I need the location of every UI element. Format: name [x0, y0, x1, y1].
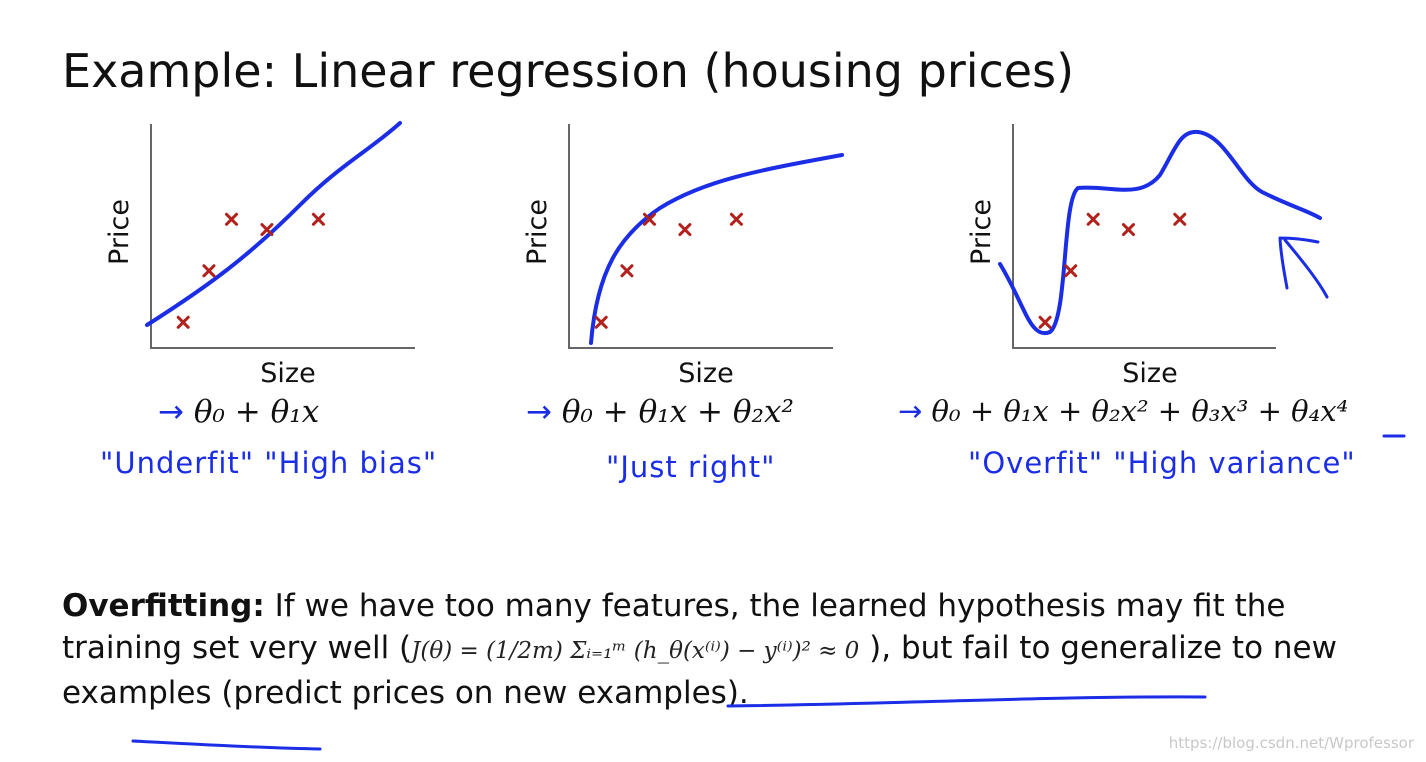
arrow-icon: → [158, 394, 184, 430]
data-point [1038, 315, 1052, 329]
plot1-xlabel: Size [260, 358, 315, 389]
plot1-fit-line [145, 121, 402, 327]
data-point [1173, 212, 1187, 226]
arrow-icon: → [898, 394, 923, 428]
data-point [224, 212, 238, 226]
plots-area: Price Size Price Size Price Size [104, 121, 1406, 438]
data-point [729, 212, 743, 226]
overfitting-label: Overfitting: [62, 588, 265, 624]
plot1-ylabel: Price [104, 199, 135, 265]
watermark: https://blog.csdn.net/Wprofessor [1168, 734, 1414, 752]
hypothesis-3: → θ₀ + θ₁x + θ₂x² + θ₃x³ + θ₄x⁴ [898, 394, 1348, 428]
plot3-axes [1012, 124, 1276, 349]
plot3-xlabel: Size [1122, 358, 1177, 389]
plot2-ylabel: Price [522, 199, 553, 265]
plot2-points [594, 212, 743, 329]
data-point [1086, 212, 1100, 226]
annotation-overfit: "Overfit" "High variance" [968, 446, 1356, 480]
plot-underfit: Price Size [104, 121, 415, 389]
data-point [620, 264, 634, 278]
cost-formula: J(θ) = (1/2m) Σᵢ₌₁ᵐ (h_θ(x⁽ⁱ⁾) − y⁽ⁱ⁾)² … [411, 638, 860, 664]
plot3-ylabel: Price [966, 199, 997, 265]
hypothesis-1-formula: θ₀ + θ₁x [193, 394, 320, 430]
plot1-axes [150, 124, 415, 349]
data-point [594, 315, 608, 329]
data-point [311, 212, 325, 226]
plot1-points [176, 212, 325, 329]
plot3-points [1038, 212, 1187, 329]
curve-arrow-annotation [1278, 236, 1329, 299]
hypothesis-1: → θ₀ + θ₁x [158, 394, 319, 430]
slide-title: Example: Linear regression (housing pric… [62, 44, 1075, 98]
data-point [176, 315, 190, 329]
hypothesis-3-formula: θ₀ + θ₁x + θ₂x² + θ₃x³ + θ₄x⁴ [931, 394, 1349, 428]
data-point [642, 212, 656, 226]
note-text-1: If we have too many features, the learne… [62, 588, 1286, 666]
data-point [678, 223, 692, 237]
plot2-xlabel: Size [678, 358, 733, 389]
plot-overfit: Price Size [966, 124, 1329, 389]
data-point [202, 264, 216, 278]
plot2-fit-curve [589, 153, 844, 345]
data-point [260, 223, 274, 237]
annotation-just-right: "Just right" [606, 450, 776, 484]
hypothesis-2-formula: θ₀ + θ₁x + θ₂x² [561, 394, 794, 430]
data-point [1121, 223, 1135, 237]
data-point [1064, 264, 1078, 278]
plot2-axes [568, 124, 833, 349]
plot-just-right: Price Size [522, 124, 844, 389]
hypothesis-2: → θ₀ + θ₁x + θ₂x² [526, 394, 794, 430]
handwritten-underline [131, 739, 322, 751]
note-text-2: ), but fail to generalize to new example… [62, 630, 1337, 711]
arrow-icon: → [526, 394, 552, 430]
plot3-fit-curve [998, 129, 1322, 336]
annotation-underfit: "Underfit" "High bias" [100, 446, 438, 480]
overfitting-note: Overfitting: If we have too many feature… [62, 585, 1372, 714]
